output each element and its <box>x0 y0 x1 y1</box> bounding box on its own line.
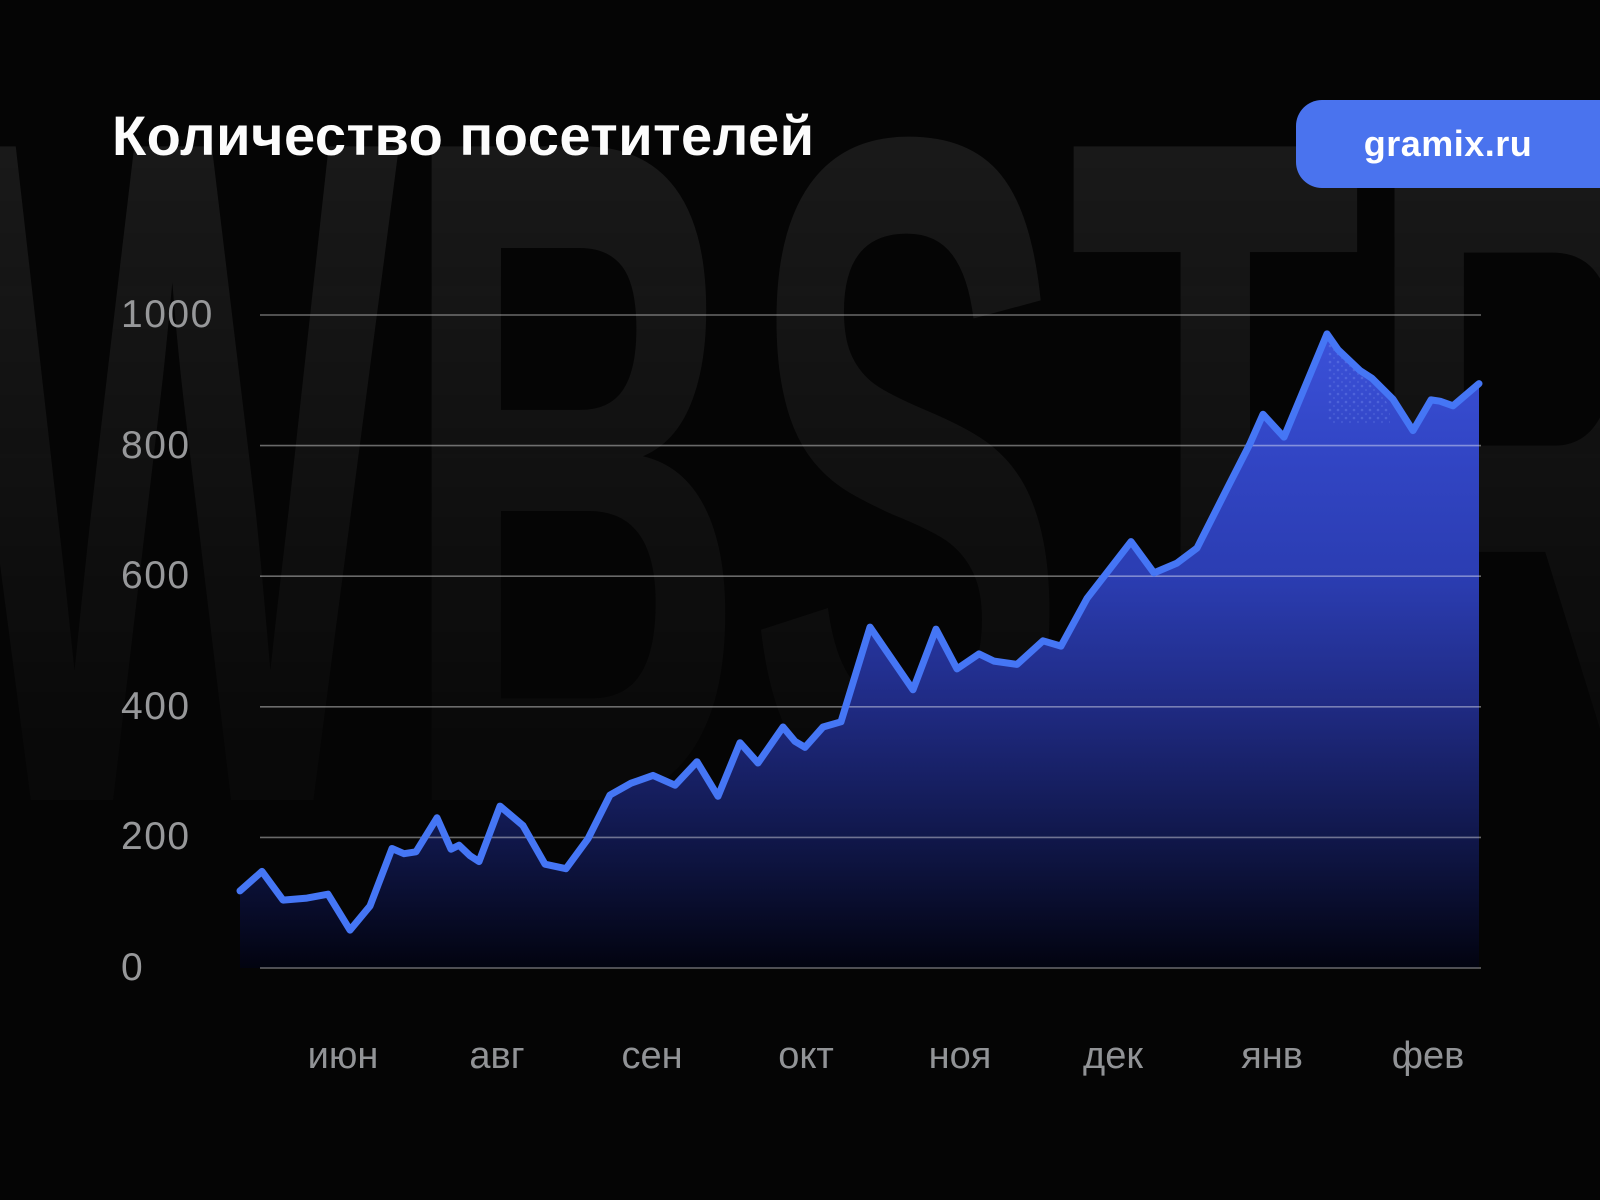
x-tick-jan: янв <box>1241 1035 1303 1077</box>
x-tick-dec: дек <box>1083 1035 1143 1077</box>
y-tick-1000: 1000 <box>121 293 214 336</box>
x-tick-sep: сен <box>621 1035 683 1077</box>
peak-sparkle-texture <box>1328 340 1390 424</box>
gramix-badge[interactable]: gramix.ru <box>1296 100 1600 188</box>
x-tick-nov: ноя <box>928 1035 992 1077</box>
x-tick-aug: авг <box>469 1035 525 1077</box>
y-tick-600: 600 <box>121 554 191 598</box>
area-fill <box>240 333 1479 968</box>
y-tick-800: 800 <box>121 423 191 467</box>
y-tick-400: 400 <box>121 684 191 728</box>
x-tick-feb: фев <box>1391 1035 1465 1077</box>
x-tick-oct: окт <box>778 1035 834 1077</box>
gramix-badge-label: gramix.ru <box>1363 123 1533 164</box>
x-tick-jun: июн <box>307 1035 379 1077</box>
y-tick-0: 0 <box>121 946 145 989</box>
visitors-trend-line <box>236 330 1483 934</box>
page-title: Количество посетителей <box>112 104 815 167</box>
y-tick-200: 200 <box>121 815 191 859</box>
